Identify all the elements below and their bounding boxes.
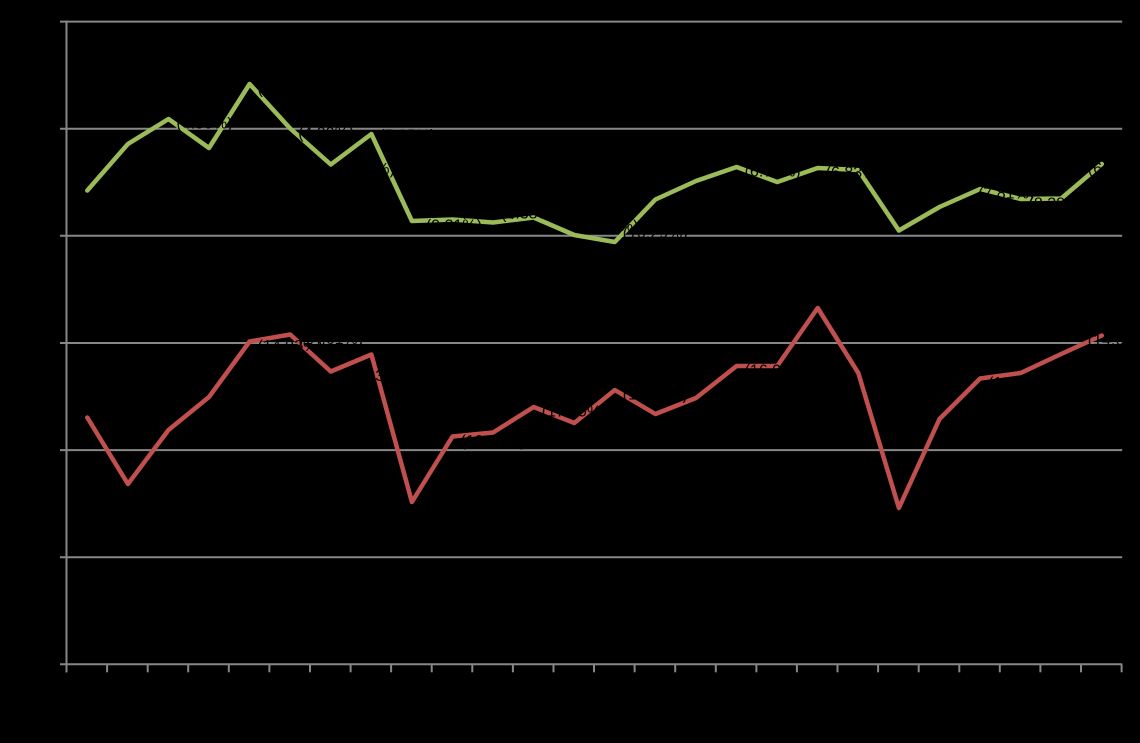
svg-text:(9.24%): (9.24%) [461, 203, 517, 220]
svg-text:(17.99%): (17.99%) [542, 404, 607, 421]
svg-text:(16.40%): (16.40%) [866, 370, 931, 387]
svg-text:(14.61%): (14.61%) [298, 331, 363, 348]
svg-text:(17.52%): (17.52%) [217, 394, 282, 411]
svg-text:(22.70%): (22.70%) [907, 505, 972, 522]
svg-text:(16.08%): (16.08%) [745, 363, 810, 380]
svg-text:(9.96%): (9.96%) [582, 218, 638, 235]
svg-text:(13.37%): (13.37%) [826, 305, 891, 322]
svg-text:(8.28%): (8.28%) [1029, 196, 1085, 213]
svg-text:(9.38%): (9.38%) [501, 206, 557, 223]
svg-text:(16.08%): (16.08%) [785, 363, 850, 380]
svg-text:(6.93%): (6.93%) [866, 167, 922, 184]
svg-text:(6.79%): (6.79%) [745, 164, 801, 181]
svg-text:(6.65%): (6.65%) [1088, 161, 1140, 178]
svg-text:(18.74%): (18.74%) [582, 420, 647, 437]
svg-text:(18.48%): (18.48%) [95, 414, 160, 431]
svg-text:(22.42%): (22.42%) [420, 499, 485, 516]
svg-text:(14.93%): (14.93%) [258, 338, 323, 355]
svg-text:(7.81%): (7.81%) [978, 186, 1034, 203]
svg-text:(15.52%): (15.52%) [1069, 351, 1134, 368]
svg-text:(17.20%): (17.20%) [623, 387, 688, 404]
svg-text:(19.06%): (19.06%) [177, 427, 242, 444]
svg-text:(9.14%): (9.14%) [542, 201, 598, 218]
svg-text:(5.90%): (5.90%) [217, 145, 273, 162]
svg-text:(17.57%): (17.57%) [704, 395, 769, 412]
svg-text:(4.55%): (4.55%) [177, 116, 233, 133]
svg-text:(6.83%): (6.83%) [826, 165, 882, 182]
svg-text:(14.65%): (14.65%) [1088, 332, 1140, 349]
svg-text:(2.91%): (2.91%) [258, 81, 314, 98]
svg-text:(16.33%): (16.33%) [339, 368, 404, 385]
svg-text:(18.55%): (18.55%) [948, 416, 1013, 433]
svg-text:(7.44%): (7.44%) [704, 178, 760, 195]
svg-text:(10.29%): (10.29%) [623, 225, 688, 242]
svg-text:(16.66%): (16.66%) [988, 375, 1053, 392]
svg-text:(7.88%): (7.88%) [95, 187, 151, 204]
svg-text:(8.26%): (8.26%) [1069, 195, 1125, 212]
svg-text:(18.32%): (18.32%) [663, 411, 728, 428]
svg-text:(21.58%): (21.58%) [136, 481, 201, 498]
svg-text:(9.31%): (9.31%) [426, 218, 482, 235]
svg-text:(5.25%): (5.25%) [379, 128, 435, 145]
svg-text:(5.71%): (5.71%) [136, 141, 192, 158]
svg-text:(4.99%): (4.99%) [298, 125, 354, 142]
svg-text:(8.65%): (8.65%) [948, 204, 1004, 221]
svg-text:(16.40%): (16.40%) [1029, 370, 1094, 387]
svg-text:(7.49%): (7.49%) [785, 179, 841, 196]
svg-text:(8.30%): (8.30%) [663, 196, 719, 213]
svg-text:(19.18%): (19.18%) [501, 429, 566, 446]
svg-text:(19.37%): (19.37%) [461, 433, 526, 450]
svg-text:(6.67%): (6.67%) [339, 161, 395, 178]
svg-text:(15.54%): (15.54%) [375, 354, 440, 371]
